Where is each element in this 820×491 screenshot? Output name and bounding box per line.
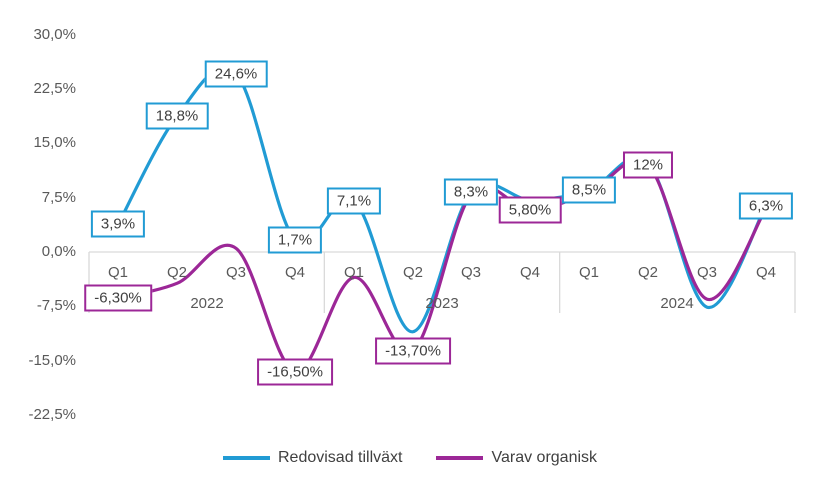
x-axis-year-label: 2023 <box>425 295 459 312</box>
legend: Redovisad tillväxt Varav organisk <box>0 446 820 470</box>
legend-label: Redovisad tillväxt <box>277 449 403 466</box>
data-label: 5,80% <box>498 196 562 224</box>
x-axis-year-label: 2022 <box>190 295 224 312</box>
y-axis-tick-label: -7,5% <box>36 297 76 314</box>
x-axis-quarter-label: Q3 <box>460 264 481 281</box>
data-label: 12% <box>622 151 674 179</box>
data-label: 8,3% <box>443 178 499 206</box>
data-label: -16,50% <box>257 358 333 386</box>
data-label: 6,3% <box>738 192 794 220</box>
series-line-varav-organisk <box>116 158 768 374</box>
legend-label: Varav organisk <box>491 449 598 466</box>
y-axis-tick-label: 15,0% <box>33 134 76 151</box>
legend-line-swatch-purple <box>436 456 484 460</box>
legend-line-swatch-blue <box>222 456 270 460</box>
x-axis-quarter-label: Q4 <box>755 264 776 281</box>
data-label: 1,7% <box>267 226 323 254</box>
x-axis-year-label: 2024 <box>660 295 694 312</box>
y-axis-tick-label: -22,5% <box>28 406 76 423</box>
data-label: 7,1% <box>326 187 382 215</box>
x-axis-quarter-label: Q3 <box>225 264 246 281</box>
data-label: 8,5% <box>561 176 617 204</box>
y-axis-tick-label: 30,0% <box>33 26 76 43</box>
x-axis-quarter-label: Q1 <box>343 264 364 281</box>
series-line-redovisad-tillvaxt <box>116 66 768 334</box>
data-label: -13,70% <box>375 337 451 365</box>
y-axis-tick-label: -15,0% <box>28 352 76 369</box>
y-axis-tick-label: 0,0% <box>41 243 76 260</box>
y-axis-tick-label: 7,5% <box>41 189 76 206</box>
x-axis-quarter-label: Q1 <box>107 264 128 281</box>
legend-item-varav-organisk: Varav organisk <box>436 448 597 468</box>
x-axis-quarter-label: Q1 <box>578 264 599 281</box>
data-label: 24,6% <box>204 60 268 88</box>
x-axis-quarter-label: Q2 <box>166 264 187 281</box>
x-axis-quarter-label: Q2 <box>637 264 658 281</box>
data-label: 18,8% <box>145 102 209 130</box>
x-axis-quarter-label: Q4 <box>284 264 305 281</box>
data-label: -6,30% <box>84 284 152 312</box>
x-axis-quarter-label: Q3 <box>696 264 717 281</box>
x-axis-quarter-label: Q2 <box>402 264 423 281</box>
legend-item-redovisad-tillvaxt: Redovisad tillväxt <box>222 448 403 468</box>
data-label: 3,9% <box>90 210 146 238</box>
axis-lines <box>88 251 796 313</box>
y-axis-tick-label: 22,5% <box>33 80 76 97</box>
x-axis-quarter-label: Q4 <box>519 264 540 281</box>
